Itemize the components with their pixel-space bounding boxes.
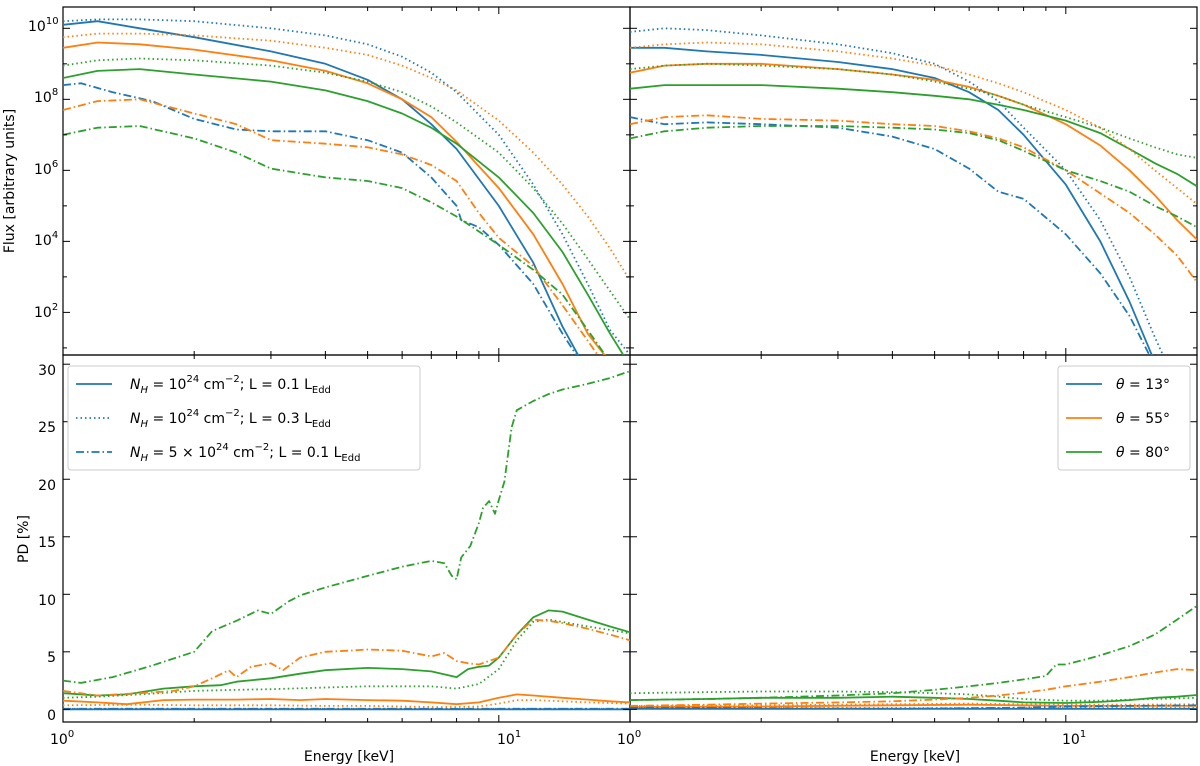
y-axis-title-pd: PD [%] (16, 515, 32, 563)
series-line-bottom-left-1 (63, 693, 630, 706)
series-line-bottom-right-1 (630, 703, 1197, 708)
y-tick-label-20: 20 (38, 478, 56, 494)
panel-top-right-frame (629, 6, 1198, 356)
x-tick-labels: 100 101 100 101 (50, 729, 1086, 748)
panel-bottom-left-curves (63, 370, 630, 711)
legend-entry-theta-80: θ = 80° (1116, 445, 1170, 461)
x-tick-label-left-10: 101 (497, 729, 521, 748)
flux-y-tick-labels: 1010 108 106 104 102 (28, 16, 59, 321)
panel-bottom-right-curves (630, 605, 1197, 710)
series-line-top-right-4 (630, 41, 1197, 205)
series-line-top-right-8 (630, 125, 1197, 228)
y-tick-label-1e6: 106 (34, 159, 58, 178)
panel-bottom-right-frame (629, 354, 1198, 723)
pd-y-tick-labels: 30 25 20 15 10 5 0 (38, 363, 56, 724)
series-line-bottom-right-8 (630, 605, 1197, 701)
y-axis-title-flux: Flux [arbitrary units] (2, 109, 18, 253)
y-tick-label-15: 15 (38, 535, 56, 551)
legend-angle-box (1057, 365, 1191, 471)
legend-entry-2: NH = 5 × 1024 cm−2; L = 0.1 LEdd (130, 442, 360, 464)
legend-entry-theta-13: θ = 13° (1116, 377, 1170, 393)
series-line-top-right-2 (630, 84, 1197, 188)
series-line-bottom-left-2 (63, 609, 630, 697)
series-line-top-left-1 (63, 41, 606, 355)
series-line-top-left-7 (63, 98, 599, 355)
series-line-top-left-6 (63, 82, 578, 355)
series-line-bottom-left-7 (63, 618, 630, 697)
series-line-bottom-right-4 (630, 702, 1197, 707)
x-tick-label-right-1: 100 (617, 729, 641, 748)
y-tick-label-1e2: 102 (34, 302, 58, 321)
series-line-top-left-3 (63, 18, 630, 355)
series-line-bottom-left-5 (63, 618, 630, 699)
x-tick-label-right-10: 101 (1062, 729, 1086, 748)
legend-linestyle: NH = 1024 cm−2; L = 0.1 LEdd NH = 1024 c… (67, 365, 421, 471)
legend-entry-theta-55: θ = 55° (1116, 411, 1170, 427)
tick-marks (62, 7, 1198, 722)
x-axis-title-left: Energy [keV] (304, 749, 394, 765)
legend-angle: θ = 13° θ = 55° θ = 80° (1057, 365, 1191, 471)
series-line-top-left-2 (63, 68, 625, 355)
legend-entry-1: NH = 1024 cm−2; L = 0.3 LEdd (130, 408, 331, 430)
y-tick-label-10: 10 (38, 593, 56, 609)
series-line-bottom-right-7 (630, 668, 1197, 707)
panel-top-right-curves (630, 27, 1197, 355)
y-tick-label-1e10: 1010 (28, 16, 59, 35)
x-axis-title-right: Energy [keV] (870, 749, 960, 765)
series-line-top-left-8 (63, 125, 607, 355)
y-tick-label-1e8: 108 (34, 87, 58, 106)
legend-entry-0: NH = 1024 cm−2; L = 0.1 LEdd (130, 374, 331, 396)
series-line-bottom-left-4 (63, 699, 630, 708)
series-line-top-right-7 (630, 114, 1197, 283)
series-line-top-left-0 (63, 20, 580, 355)
panel-top-left-curves (63, 18, 630, 355)
series-line-top-left-5 (63, 57, 630, 321)
series-line-top-left-4 (63, 32, 630, 281)
series-line-bottom-left-8 (63, 370, 630, 684)
y-tick-label-1e4: 104 (34, 230, 58, 249)
legend-linestyle-box (67, 365, 421, 471)
y-tick-label-30: 30 (38, 363, 56, 379)
series-line-top-right-3 (630, 27, 1164, 355)
series-line-top-right-1 (630, 62, 1197, 241)
x-tick-label-left-1: 100 (50, 729, 74, 748)
series-line-top-right-0 (630, 46, 1153, 355)
y-tick-label-0: 0 (47, 708, 56, 724)
series-line-top-right-6 (630, 116, 1151, 355)
series-line-top-right-5 (630, 62, 1197, 159)
y-tick-label-5: 5 (47, 650, 56, 666)
y-tick-label-25: 25 (38, 420, 56, 436)
